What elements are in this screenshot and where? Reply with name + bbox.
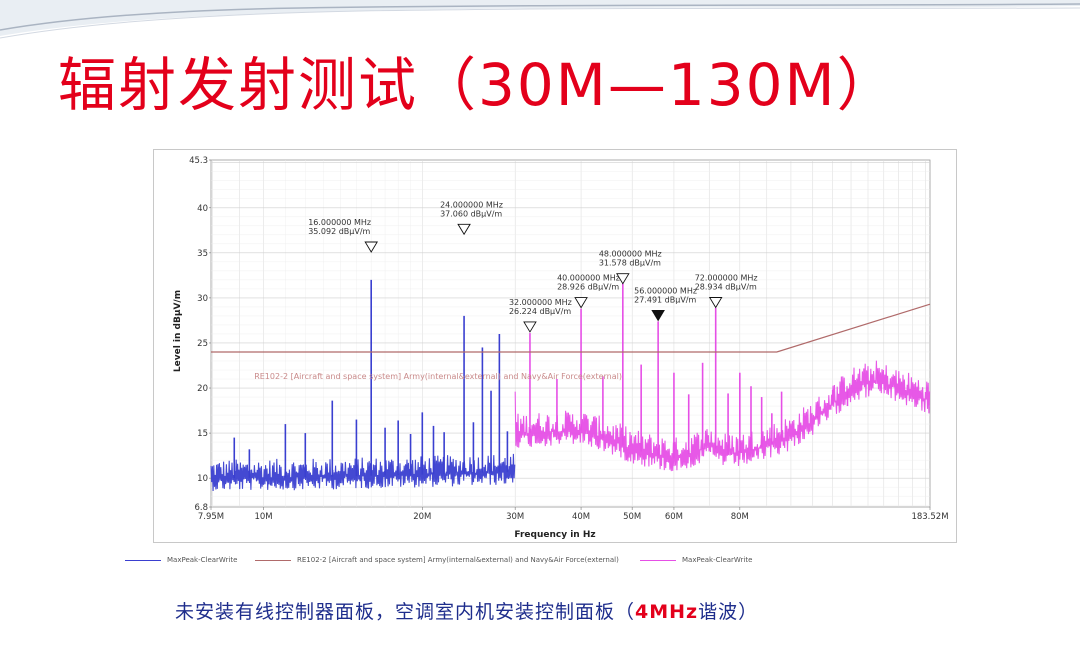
marker-freq-label: 56.000000 MHz	[634, 287, 697, 296]
marker-triangle	[523, 321, 537, 333]
marker-freq-label: 24.000000 MHz	[440, 200, 503, 209]
limit-layer: RE102-2 [Aircraft and space system] Army…	[211, 303, 931, 381]
y-tick-label: 15	[197, 429, 208, 439]
x-tick-label: 7.95M	[198, 512, 224, 522]
legend-label: MaxPeak-ClearWrite	[682, 556, 753, 564]
marker-freq-label: 16.000000 MHz	[308, 218, 371, 227]
marker-freq-label: 32.000000 MHz	[509, 298, 572, 307]
marker-freq-label: 40.000000 MHz	[557, 274, 620, 283]
legend-label: RE102-2 [Aircraft and space system] Army…	[297, 556, 619, 564]
marker-triangle	[457, 223, 471, 236]
x-tick-label: 50M	[623, 512, 641, 522]
slide-title: 辐射发射测试（30M—130M）	[58, 51, 897, 119]
legend-label: MaxPeak-ClearWrite	[167, 556, 238, 564]
y-tick-label: 35	[197, 249, 208, 259]
chart-legend: MaxPeak-ClearWrite RE102-2 [Aircraft and…	[125, 556, 925, 572]
marker-value-label: 26.224 dBµV/m	[509, 307, 571, 316]
marker-triangle	[616, 273, 630, 285]
x-tick-label: 80M	[731, 512, 749, 522]
legend-swatch	[125, 559, 161, 561]
marker-triangle	[574, 297, 588, 309]
marker-triangle	[708, 297, 723, 309]
y-tick-label: 6.8	[194, 503, 208, 513]
caption-highlight: 4MHz	[635, 601, 699, 623]
marker-value-label: 31.578 dBµV/m	[599, 259, 661, 268]
x-tick-label: 183.52M	[911, 512, 948, 522]
y-tick-label: 20	[197, 384, 208, 394]
legend-item: MaxPeak-ClearWrite	[640, 556, 752, 564]
x-tick-label: 20M	[413, 512, 431, 522]
y-tick-label: 10	[197, 474, 208, 484]
x-tick-label: 10M	[254, 512, 272, 522]
plot-area-border	[210, 159, 931, 508]
marker-triangle	[651, 310, 665, 322]
legend-swatch	[255, 559, 291, 561]
series-2	[514, 283, 931, 472]
y-tick-label: 30	[197, 294, 208, 304]
series-noise-trace	[210, 453, 516, 492]
x-tick-label: 60M	[665, 512, 683, 522]
marker-value-label: 35.092 dBµV/m	[308, 227, 370, 236]
y-tick-label: 40	[197, 204, 208, 214]
legend-swatch	[640, 559, 676, 561]
axis-ticks: 7.95M 10M 20M 30M 40M 50M 60M 80M 183.52M 6.8 10 15…	[189, 156, 948, 522]
marker-value-label: 28.926 dBµV/m	[557, 283, 619, 292]
caption-tail: 谐波）	[698, 601, 759, 623]
legend-item: RE102-2 [Aircraft and space system] Army…	[255, 556, 619, 564]
marker-value-label: 28.934 dBµV/m	[695, 283, 757, 292]
y-axis-label: Level in dBµV/m	[173, 290, 183, 372]
y-tick-label: 45.3	[189, 156, 208, 166]
series-noise-trace	[514, 360, 931, 472]
x-tick-label: 30M	[506, 512, 524, 522]
limit-line	[211, 303, 931, 353]
marker-value-label: 27.491 dBµV/m	[634, 296, 696, 305]
x-tick-label: 40M	[572, 512, 590, 522]
y-tick-label: 25	[197, 339, 208, 349]
marker-freq-label: 72.000000 MHz	[695, 274, 758, 283]
x-axis-label: Frequency in Hz	[514, 530, 595, 540]
legend-item: MaxPeak-ClearWrite	[125, 556, 237, 564]
caption-main: 未安装有线控制器面板，空调室内机安装控制面板（	[175, 601, 636, 623]
marker-triangle	[364, 241, 378, 253]
series-layer	[210, 279, 931, 492]
limit-line-label: RE102-2 [Aircraft and space system] Army…	[254, 372, 622, 381]
grid-lines	[210, 159, 931, 508]
series-1	[210, 279, 516, 492]
slide-caption: 未安装有线控制器面板，空调室内机安装控制面板（4MHz谐波）	[175, 597, 758, 624]
marker-freq-label: 48.000000 MHz	[599, 250, 662, 259]
marker-value-label: 37.060 dBµV/m	[440, 209, 502, 218]
